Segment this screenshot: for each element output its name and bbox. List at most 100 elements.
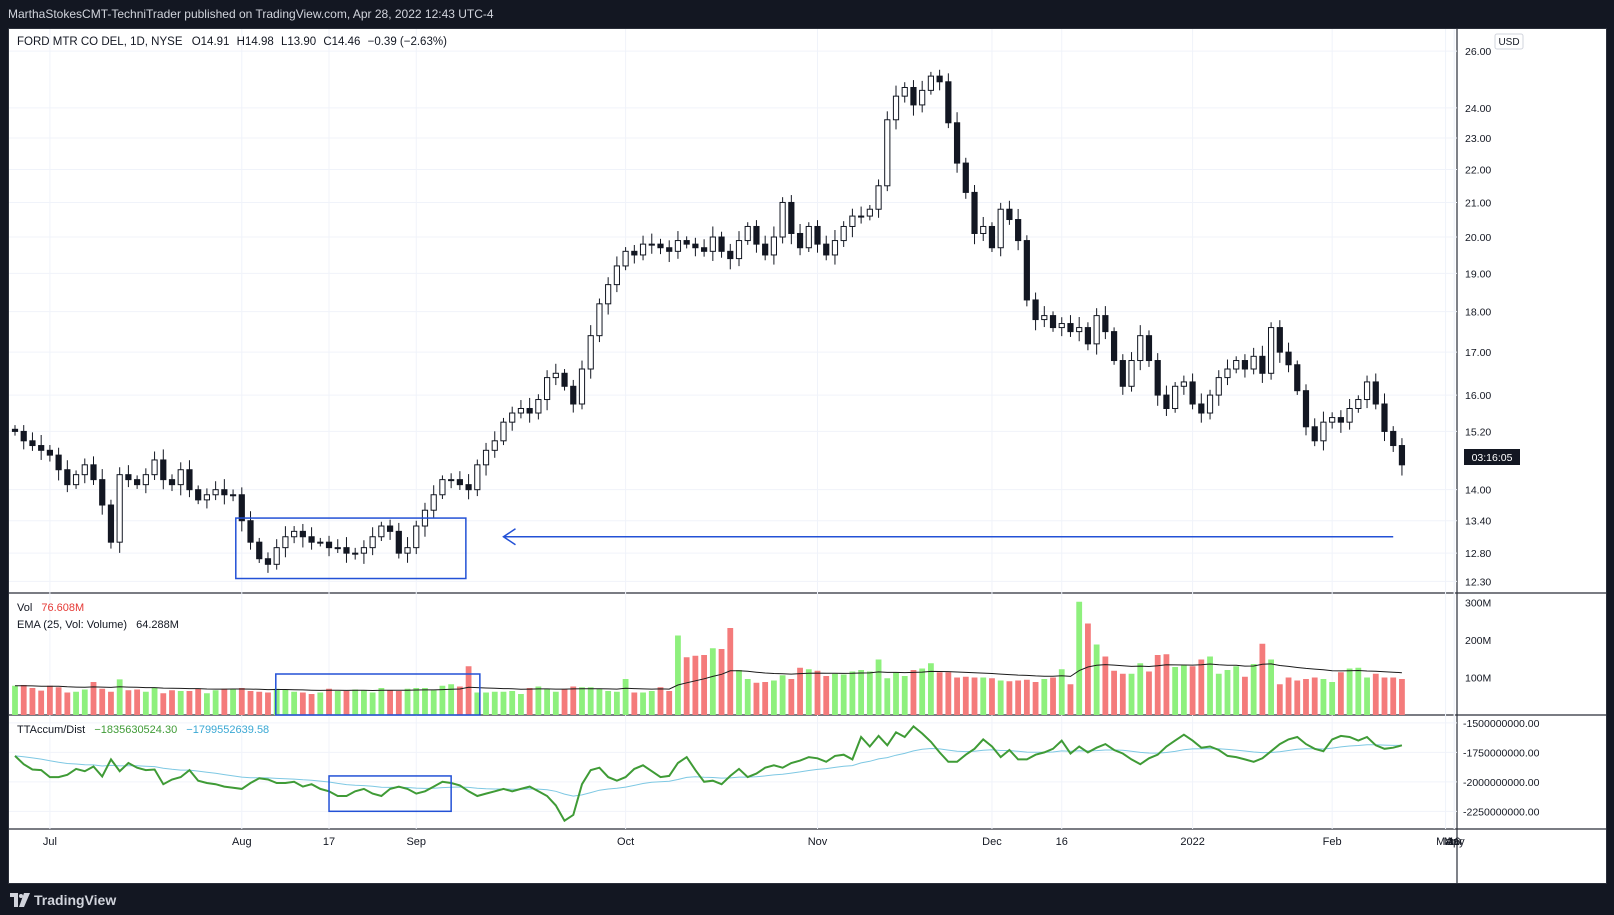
candle-body bbox=[1267, 327, 1275, 374]
volume-bar bbox=[230, 688, 236, 715]
volume-bar bbox=[788, 679, 795, 715]
volume-bar bbox=[1067, 684, 1074, 715]
volume-bar bbox=[291, 691, 298, 715]
volume-bar bbox=[840, 674, 847, 715]
volume-bar bbox=[99, 688, 106, 715]
candle-body bbox=[709, 236, 716, 252]
candle-body bbox=[1206, 394, 1214, 414]
x-tick-label: 17 bbox=[323, 836, 335, 848]
volume-bar bbox=[1346, 668, 1353, 715]
candle-body bbox=[325, 541, 333, 549]
candle-body bbox=[1145, 335, 1153, 362]
candle-body bbox=[125, 474, 132, 481]
volume-bar bbox=[579, 687, 585, 715]
candle-body bbox=[203, 494, 211, 501]
chart-frame[interactable]: Jul Aug 17 Sep Oct Nov Dec 16 2022 Feb Mar 16 Apr May… bbox=[8, 28, 1607, 884]
candle-body bbox=[1154, 360, 1161, 396]
volume-tick-label: 100M bbox=[1465, 673, 1491, 685]
x-tick-label: 2022 bbox=[1180, 836, 1204, 848]
candle-body bbox=[1372, 381, 1379, 405]
candle-body bbox=[64, 469, 71, 486]
volume-bar bbox=[657, 687, 664, 715]
candle-body bbox=[1259, 355, 1266, 374]
volume-bar bbox=[1119, 673, 1126, 715]
price-tag: 03:16:05 bbox=[1464, 449, 1520, 465]
volume-bar bbox=[1242, 676, 1248, 715]
volume-bar bbox=[1233, 666, 1240, 715]
volume-bar bbox=[81, 689, 88, 715]
legend-low: 13.90 bbox=[287, 36, 316, 48]
volume-bar bbox=[1372, 673, 1379, 715]
currency-label: USD bbox=[1498, 37, 1519, 48]
candle-body bbox=[1337, 417, 1344, 423]
volume-bar bbox=[718, 649, 725, 715]
volume-legend: Vol 76.608M bbox=[17, 602, 84, 614]
candle-body bbox=[1128, 360, 1135, 387]
candle-body bbox=[474, 464, 481, 491]
volume-bar bbox=[1303, 679, 1309, 715]
candle-body bbox=[1198, 403, 1205, 414]
volume-bar bbox=[1146, 671, 1152, 715]
candle-body bbox=[666, 247, 673, 252]
candle-body bbox=[805, 225, 812, 249]
price-tick-label: 26.00 bbox=[1465, 46, 1491, 58]
candle-body bbox=[256, 541, 263, 560]
price-tick-label: 14.00 bbox=[1465, 485, 1491, 497]
legend-change: −0.39 (−2.63%) bbox=[368, 36, 447, 48]
candle-body bbox=[99, 479, 106, 506]
candle-body bbox=[81, 464, 88, 476]
price-tick-label: 24.00 bbox=[1465, 103, 1491, 115]
candle-body bbox=[517, 407, 525, 414]
candle-body bbox=[221, 489, 228, 496]
candle-body bbox=[919, 89, 926, 106]
volume-bar bbox=[570, 686, 577, 715]
currency-badge[interactable]: USD bbox=[1494, 33, 1524, 50]
brand-name[interactable]: TradingView bbox=[34, 892, 117, 908]
volume-bar bbox=[709, 648, 716, 715]
candle-body bbox=[212, 489, 219, 496]
accum-label: TTAccum/Dist bbox=[17, 724, 85, 736]
candle-body bbox=[465, 484, 472, 491]
volume-bar bbox=[282, 689, 289, 715]
volume-bar bbox=[1337, 672, 1344, 715]
candle-body bbox=[1390, 430, 1397, 447]
volume-bar bbox=[928, 663, 934, 715]
volume-bar bbox=[823, 676, 830, 715]
candle-body bbox=[46, 449, 53, 456]
x-tick-label: Nov bbox=[808, 836, 828, 848]
symbol-legend: FORD MTR CO DEL, 1D, NYSE O14.91 H14.98 … bbox=[17, 36, 447, 48]
x-tick-label: Sep bbox=[406, 836, 426, 848]
volume-bar bbox=[753, 682, 760, 715]
candle-body bbox=[369, 536, 376, 549]
candle-body bbox=[1015, 219, 1022, 242]
volume-bar bbox=[12, 685, 18, 715]
volume-bar bbox=[20, 685, 27, 715]
legend-close-label: C bbox=[323, 36, 331, 48]
candle-body bbox=[404, 547, 411, 554]
volume-bar bbox=[1285, 677, 1292, 715]
candle-body bbox=[439, 479, 446, 496]
volume-bar bbox=[1311, 677, 1318, 715]
chart-canvas[interactable]: Jul Aug 17 Sep Oct Nov Dec 16 2022 Feb Mar16AprMay… bbox=[9, 29, 1606, 883]
candle-body bbox=[701, 247, 708, 252]
volume-bar bbox=[622, 679, 629, 715]
candle-body bbox=[858, 215, 865, 218]
candle-body bbox=[107, 504, 115, 543]
volume-bar bbox=[73, 691, 79, 715]
volume-bar bbox=[901, 676, 908, 715]
volume-bar bbox=[439, 685, 446, 715]
volume-tick-label: 300M bbox=[1465, 598, 1491, 610]
legend-open-label: O bbox=[192, 36, 201, 48]
x-tick-label: Dec bbox=[982, 836, 1002, 848]
candle-body bbox=[596, 303, 603, 337]
candle-body bbox=[1119, 360, 1126, 387]
accum-line bbox=[14, 724, 1403, 823]
price-tick-label: 23.00 bbox=[1465, 133, 1491, 145]
candle-body bbox=[866, 208, 873, 217]
candle-body bbox=[1137, 335, 1144, 362]
volume-bar bbox=[90, 682, 97, 715]
candle-body bbox=[945, 81, 952, 124]
candle-body bbox=[901, 86, 908, 97]
volume-bar bbox=[387, 690, 393, 715]
volume-bar bbox=[413, 688, 420, 715]
